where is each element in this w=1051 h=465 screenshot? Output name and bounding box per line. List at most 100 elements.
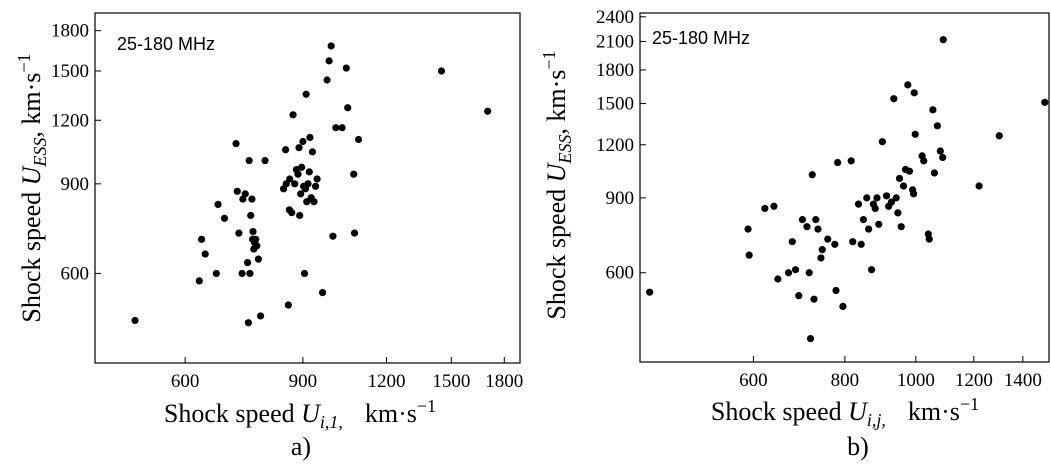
panel-a-data-point [248,195,256,203]
panel-b-data-point [910,190,918,198]
panel-b-data-point [812,216,820,224]
panel-a-data-point [291,180,299,188]
panel-a-y-axis-label: Shock speed UESS, km·s−1 [14,53,50,322]
panel-a-ticks: 600 900 1200 1500 1800 600 900 1200 1500 1800 [51,21,523,392]
panel-a-data-point [354,135,363,144]
panel-a-data-point [249,228,257,236]
panel-b-frame [639,12,1050,363]
panel-a-data-point [247,211,255,220]
panel-a-x-tick-label: 600 [171,371,200,392]
panel-b-data-point [646,288,654,296]
panel-b-data-point [863,194,871,202]
panel-b-data-point [867,266,876,274]
panel-b-y-axis-label: Shock speed UESS, km·s−1 [539,50,575,319]
panel-a-data-point [329,232,337,240]
panel-b-x-tick-label: 800 [831,370,860,391]
panel-a-data-point [244,259,252,267]
panel-b-data-point [933,122,941,130]
panel-a-y-tick-label: 1500 [51,61,89,82]
panel-a-data-point [302,90,310,98]
panel-b-data-point [774,275,782,283]
panel-a-x-tick-label: 1200 [367,371,405,392]
panel-b: 600 800 1000 1200 1400 600 900 1200 1500 1800 2100… [539,7,1050,461]
panel-a-data-point [295,144,303,152]
panel-b-data-point [929,106,937,114]
panel-a-data-point [197,235,206,243]
panel-a-frame [94,12,521,364]
panel-a: 600 900 1200 1500 1800 600 900 1200 1500 1800 25-… [14,12,523,461]
panel-b-data-point [806,334,815,343]
panel-b-data-point [832,286,840,295]
panel-b-data-point [795,292,803,300]
panel-a-data-point [350,229,359,237]
panel-a-data-point [484,107,492,115]
panel-a-data-point [323,76,331,84]
panel-b-data-point [899,182,908,190]
panel-a-data-point [212,269,220,278]
panel-b-data-point [873,194,881,202]
panel-a-data-point [296,211,304,220]
panel-b-data-point [871,204,879,213]
panel-b-y-tick-label: 2400 [596,7,634,28]
panel-b-data-point [854,200,863,208]
panel-a-data-point [252,235,260,243]
panel-a-data-point [306,133,314,142]
panel-b-data-point [849,238,857,246]
panel-b-points [646,36,1049,343]
panel-b-data-point [798,216,807,224]
panel-b-data-point [897,223,905,231]
panel-b-y-tick-label: 1500 [596,94,634,115]
panel-b-data-point [936,147,944,155]
panel-a-data-point [304,180,312,188]
panel-a-annotation: 25-180 MHz [117,34,215,54]
panel-b-data-point [882,192,891,200]
panel-b-x-axis-label: Shock speed Ui,j, km·s−1 [711,394,979,430]
panel-b-data-point [805,269,813,277]
panel-a-data-point [308,148,317,156]
panel-b-y-tick-label: 1200 [596,135,634,156]
panel-a-data-point [241,190,249,198]
panel-a-data-point [338,124,346,132]
panel-a-data-point [313,175,321,183]
panel-b-data-point [895,174,904,183]
panel-a-y-tick-label: 1200 [51,110,89,131]
panel-a-data-point [244,319,252,327]
panel-b-data-point [890,95,898,103]
panel-a-data-point [233,187,241,195]
panel-b-x-tick-label: 600 [739,370,768,391]
panel-a-data-point [300,269,309,278]
panel-b-data-point [784,269,793,277]
panel-b-data-point [834,158,842,167]
panel-a-x-tick-label: 1500 [432,371,470,392]
panel-b-data-point [920,157,928,165]
panel-b-y-tick-label: 900 [606,188,635,209]
panel-b-data-point [875,220,883,228]
panel-b-data-point [911,130,919,138]
panel-b-data-point [930,169,938,177]
panel-b-data-point [859,216,868,224]
panel-b-data-point [905,167,914,175]
panel-b-data-point [831,240,839,248]
panel-b-data-point [814,225,822,233]
panel-a-data-point [214,200,222,208]
panel-a-data-point [332,124,340,132]
panel-a-y-tick-label: 1800 [51,21,89,42]
panel-a-x-tick-label: 1800 [485,371,523,392]
panel-a-x-tick-label: 900 [289,371,318,392]
panel-b-annotation: 25-180 MHz [652,28,750,48]
panel-b-data-point [878,138,886,146]
panel-a-x-axis-label: Shock speed Ui,1, km·s−1 [164,396,436,432]
panel-a-data-point [297,190,305,198]
panel-b-data-point [865,225,873,233]
panel-a-data-point [261,156,269,165]
panel-a-data-point [294,170,302,178]
panel-b-data-point [761,204,769,213]
panel-a-data-point [235,229,243,237]
panel-a-data-point [232,139,240,148]
panel-b-data-point [788,238,796,246]
panel-b-data-point [904,81,912,89]
panel-a-data-point [195,277,203,285]
panel-b-data-point [857,240,865,248]
